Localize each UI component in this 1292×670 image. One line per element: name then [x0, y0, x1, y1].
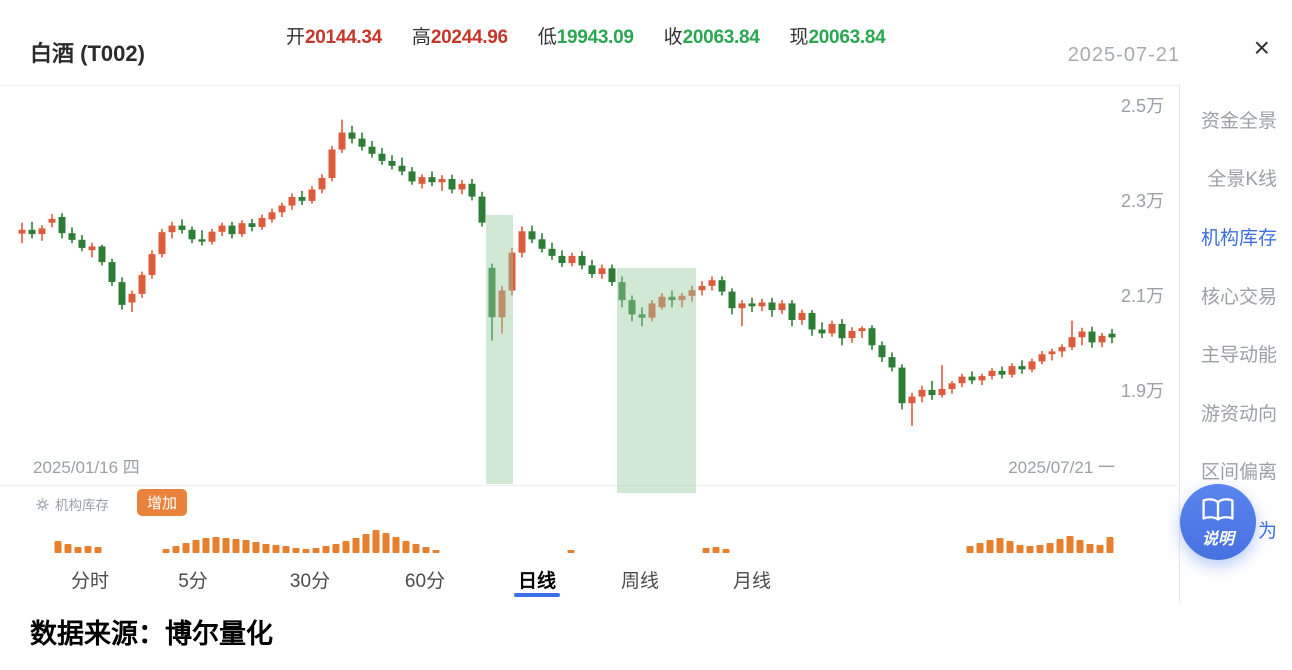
sidebar-item-hot-money[interactable]: 游资动向 [1200, 403, 1277, 425]
sidebar-item-range-deviation[interactable]: 区间偏离 [1200, 462, 1277, 484]
ohlc-row: 开 20144.34 高 20244.96 低 19943.09 收 20063.84 现 200… [286, 22, 886, 49]
tab-minute[interactable]: 分时 [70, 571, 110, 592]
tab-daily[interactable]: 日线 [517, 571, 557, 592]
ohlc-pair: 低 19943.09 [537, 27, 634, 48]
close-icon[interactable]: × [1253, 32, 1270, 63]
status-badge: 增加 [137, 489, 188, 516]
header: 白酒 (T002) 开 20144.34 高 20244.96 低 19943.09 收 20… [0, 0, 1292, 86]
current-date: 2025-07-21 [1067, 44, 1180, 66]
y-axis-label: 2.1万 [1120, 286, 1164, 306]
x-axis-right-label: 2025/07/21 一 [1008, 458, 1115, 477]
ohlc-pair: 开 20144.34 [286, 27, 382, 48]
sidebar-item-panorama-kline[interactable]: 全景K线 [1207, 169, 1277, 191]
tab-5min[interactable]: 5分 [178, 571, 208, 592]
sidebar-item-dominant-momentum[interactable]: 主导动能 [1200, 345, 1277, 367]
sidebar-item-behavior-partial[interactable]: 为 [1257, 520, 1277, 542]
x-axis-left-label: 2025/01/16 四 [33, 458, 140, 477]
ohlc-pair: 高 20244.96 [411, 27, 508, 48]
tab-monthly[interactable]: 月线 [732, 571, 772, 592]
ohlc-pair: 现 20063.84 [789, 27, 886, 48]
explain-fab-button[interactable]: 说明 [1180, 484, 1256, 560]
candlestick-chart[interactable]: 2.5万 2.3万 2.1万 1.9万 2025/01/16 四 2025/07/21… [0, 85, 1178, 493]
sidebar-item-fund-panorama[interactable]: 资金全景 [1200, 110, 1277, 132]
indicator-label: 机构库存 [55, 498, 109, 513]
ohlc-pair: 收 20063.84 [663, 27, 760, 48]
volume-svg [54, 530, 1114, 553]
active-tab-underline [514, 593, 560, 597]
gear-icon[interactable] [36, 497, 49, 511]
period-tabs: 分时 5分 30分 60分 日线 周线 月线 [0, 560, 1178, 604]
y-axis-label: 2.3万 [1120, 191, 1164, 211]
indicator-panel: 机构库存 增加 [0, 486, 1178, 558]
tab-60min[interactable]: 60分 [404, 571, 446, 592]
open-book-icon [1200, 496, 1236, 523]
fab-label: 说明 [1201, 530, 1234, 548]
tab-weekly[interactable]: 周线 [620, 571, 660, 592]
data-source-text: 数据来源：博尔量化 [30, 619, 273, 649]
candlestick-svg [18, 119, 1116, 426]
y-axis-label: 2.5万 [1120, 96, 1164, 116]
tab-30min[interactable]: 30分 [289, 571, 331, 592]
sidebar-item-core-trading[interactable]: 核心交易 [1200, 286, 1277, 308]
page-title: 白酒 (T002) [30, 41, 145, 66]
y-axis-label: 1.9万 [1120, 381, 1164, 401]
sidebar-item-institution-inventory[interactable]: 机构库存 [1200, 227, 1277, 249]
